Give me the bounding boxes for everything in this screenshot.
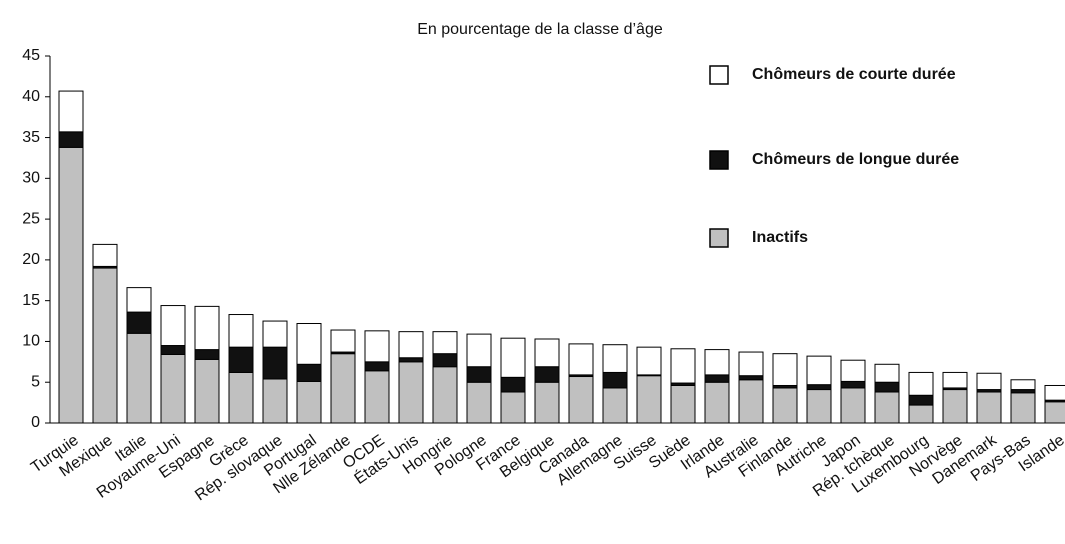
bar-segment	[602, 371, 628, 389]
legend-swatch	[709, 65, 729, 85]
bar-segment	[738, 351, 764, 377]
y-tick-label: 20	[22, 251, 40, 268]
bar-segment	[432, 331, 458, 355]
bar-segment	[908, 394, 934, 406]
bar-segment	[874, 391, 900, 424]
bar-segment	[602, 387, 628, 424]
bar-segment	[160, 353, 186, 424]
bar-segment	[296, 380, 322, 424]
bar-segment	[602, 344, 628, 373]
legend-label: Inactifs	[752, 229, 808, 246]
bar-segment	[330, 329, 356, 353]
bar-segment	[500, 376, 526, 393]
bar-segment	[738, 379, 764, 424]
bar-segment	[636, 346, 662, 376]
bar-segment	[772, 387, 798, 424]
bar-segment	[432, 353, 458, 368]
bar-segment	[398, 357, 424, 363]
y-tick-label: 5	[31, 373, 40, 390]
y-tick-label: 10	[22, 333, 40, 350]
bar-segment	[806, 355, 832, 386]
bar-segment	[398, 331, 424, 359]
bar-segment	[568, 343, 594, 376]
bar-segment	[1044, 384, 1065, 401]
bar-segment	[330, 353, 356, 424]
bar-segment	[58, 146, 84, 424]
bar-segment	[194, 358, 220, 424]
bar-segment	[194, 305, 220, 351]
bar-segment	[58, 131, 84, 148]
legend-label: Chômeurs de courte durée	[752, 66, 956, 83]
bar-segment	[534, 338, 560, 368]
bar-segment	[534, 381, 560, 424]
bar-segment	[228, 371, 254, 424]
bar-segment	[840, 359, 866, 382]
y-tick-label: 25	[22, 210, 40, 227]
bar-segment	[670, 348, 696, 384]
bar-segment	[466, 366, 492, 383]
bar-segment	[976, 391, 1002, 424]
bar-segment	[92, 267, 118, 424]
bar-segment	[262, 320, 288, 348]
bar-segment	[500, 337, 526, 378]
bar-segment	[466, 333, 492, 368]
bar-segment	[296, 363, 322, 382]
bar-segment	[908, 371, 934, 396]
bar-segment	[126, 332, 152, 424]
bar-segment	[160, 305, 186, 347]
y-tick-label: 30	[22, 170, 40, 187]
bar-segment	[840, 380, 866, 389]
bar-segment	[194, 349, 220, 360]
bar-segment	[1044, 401, 1065, 424]
bar-segment	[228, 346, 254, 373]
bar-segment	[160, 345, 186, 355]
chart-title: En pourcentage de la classe d’âge	[417, 21, 663, 38]
bar-segment	[364, 361, 390, 372]
bar-segment	[874, 381, 900, 393]
bar-segment	[874, 363, 900, 383]
bar-segment	[840, 387, 866, 424]
bar-segment	[228, 314, 254, 348]
bar-segment	[262, 346, 288, 380]
bar-segment	[704, 349, 730, 376]
bar-segment	[942, 371, 968, 389]
bar-segment	[806, 384, 832, 391]
bar-segment	[636, 375, 662, 424]
bar-segment	[670, 384, 696, 424]
legend-label: Chômeurs de longue durée	[752, 151, 959, 168]
bar-segment	[806, 389, 832, 424]
bar-segment	[466, 381, 492, 424]
bar-segment	[500, 391, 526, 424]
bar-segment	[364, 330, 390, 363]
bar-segment	[704, 374, 730, 383]
bar-segment	[92, 243, 118, 267]
bar-segment	[908, 404, 934, 424]
bar-segment	[976, 372, 1002, 391]
bar-segment	[1010, 379, 1036, 391]
bar-segment	[262, 378, 288, 424]
bar-segment	[534, 366, 560, 383]
bar-segment	[772, 353, 798, 386]
bar-segment	[1010, 392, 1036, 424]
y-tick-label: 15	[22, 292, 40, 309]
legend-swatch	[709, 150, 729, 170]
bar-segment	[432, 366, 458, 424]
bar-segment	[364, 370, 390, 424]
bar-segment	[296, 323, 322, 365]
bar-segment	[568, 376, 594, 424]
bar-segment	[704, 381, 730, 424]
bar-segment	[398, 361, 424, 424]
y-tick-label: 0	[31, 414, 40, 431]
legend-swatch	[709, 228, 729, 248]
y-tick-label: 40	[22, 88, 40, 105]
bar-segment	[126, 287, 152, 313]
bar-segment	[58, 90, 84, 133]
bar-segment	[126, 311, 152, 334]
bar-segment	[738, 375, 764, 381]
bar-segment	[942, 389, 968, 424]
y-tick-label: 45	[22, 47, 40, 64]
y-tick-label: 35	[22, 129, 40, 146]
